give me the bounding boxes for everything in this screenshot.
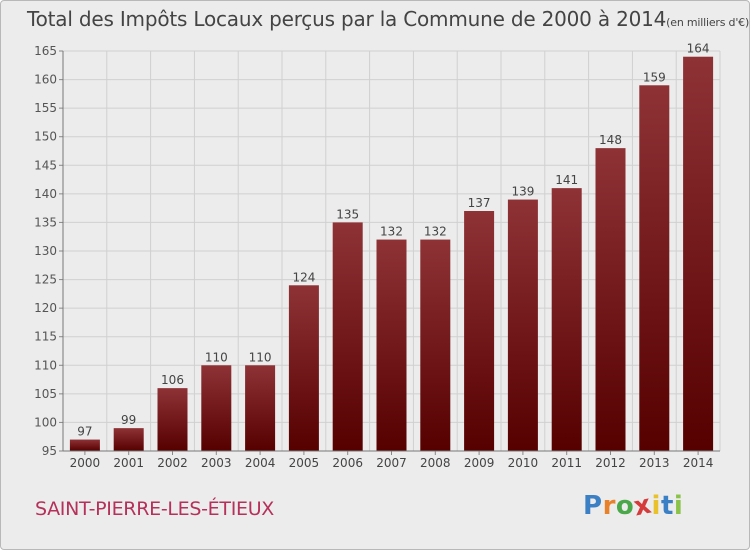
bar-2002 [157, 388, 188, 451]
y-tick-label: 100 [34, 415, 57, 429]
data-label-2002: 106 [161, 373, 184, 387]
y-tick-label: 115 [34, 330, 57, 344]
x-tick-label-2000: 2000 [70, 456, 101, 470]
x-tick-label-2005: 2005 [289, 456, 320, 470]
y-tick-label: 160 [34, 73, 57, 87]
chart-unit: (en milliers d'€) [666, 16, 750, 29]
data-label-2008: 132 [424, 225, 447, 239]
y-tick-label: 155 [34, 101, 57, 115]
data-label-2004: 110 [249, 350, 272, 364]
y-tick-label: 130 [34, 244, 57, 258]
y-tick-label: 150 [34, 130, 57, 144]
x-tick-label-2010: 2010 [508, 456, 539, 470]
data-label-2011: 141 [555, 173, 578, 187]
bar-2012 [595, 148, 626, 451]
y-tick-label: 145 [34, 158, 57, 172]
x-tick-label-2014: 2014 [683, 456, 714, 470]
y-tick-label: 165 [34, 44, 57, 58]
data-label-2001: 99 [121, 413, 136, 427]
logo-letter: i [651, 491, 661, 521]
logo-letter: r [602, 491, 616, 521]
data-label-2007: 132 [380, 225, 403, 239]
data-label-2013: 159 [643, 70, 666, 84]
y-tick-label: 125 [34, 273, 57, 287]
bar-2000 [69, 439, 100, 451]
proxiti-logo[interactable]: Proxiti [583, 490, 684, 523]
x-tick-label-2011: 2011 [551, 456, 582, 470]
x-tick-label-2006: 2006 [332, 456, 363, 470]
bar-2001 [113, 428, 144, 451]
x-tick-label-2004: 2004 [245, 456, 276, 470]
logo-letter: o [615, 491, 635, 521]
commune-name: SAINT-PIERRE-LES-ÉTIEUX [35, 498, 275, 520]
bar-2008 [420, 239, 451, 451]
data-label-2012: 148 [599, 133, 622, 147]
logo-letter: i [673, 491, 684, 521]
y-tick-label: 135 [34, 215, 57, 229]
y-tick-label: 140 [34, 187, 57, 201]
x-tick-label-2003: 2003 [201, 456, 232, 470]
axes: 95 100 105 110 115 120 125 130 135 140 145 150 155 16… [34, 44, 720, 470]
y-tick-label: 105 [34, 387, 57, 401]
bar-2009 [464, 211, 495, 451]
data-label-2009: 137 [468, 196, 491, 210]
x-tick-label-2002: 2002 [157, 456, 188, 470]
y-tick-label: 110 [34, 358, 57, 372]
x-tick-label-2001: 2001 [113, 456, 144, 470]
data-label-2014: 164 [687, 42, 710, 56]
logo-letter: P [583, 491, 603, 521]
x-tick-label-2012: 2012 [595, 456, 626, 470]
bar-2011 [551, 188, 582, 451]
data-label-2000: 97 [77, 425, 92, 439]
bar-2010 [507, 199, 538, 451]
bar-2014 [683, 56, 714, 451]
bar-2007 [376, 239, 407, 451]
y-tick-label: 120 [34, 301, 57, 315]
bar-2006 [332, 222, 363, 451]
data-label-2003: 110 [205, 350, 228, 364]
data-label-2010: 139 [511, 185, 534, 199]
bars: 97 99 106 110 110 124 135 132 132 137 139 141 148 159… [69, 42, 714, 452]
chart-title: Total des Impôts Locaux perçus par la Co… [27, 7, 749, 31]
data-label-2006: 135 [336, 207, 359, 221]
data-label-2005: 124 [292, 270, 315, 284]
chart-title-text: Total des Impôts Locaux perçus par la Co… [27, 7, 667, 31]
x-tick-label-2008: 2008 [420, 456, 451, 470]
x-tick-label-2013: 2013 [639, 456, 670, 470]
bar-2003 [201, 365, 232, 451]
x-tick-label-2009: 2009 [464, 456, 495, 470]
bar-2004 [245, 365, 276, 451]
bar-2005 [288, 285, 319, 451]
bar-2013 [639, 85, 670, 452]
logo-letter: t [660, 491, 674, 521]
y-tick-label: 95 [42, 444, 57, 458]
x-tick-label-2007: 2007 [376, 456, 407, 470]
